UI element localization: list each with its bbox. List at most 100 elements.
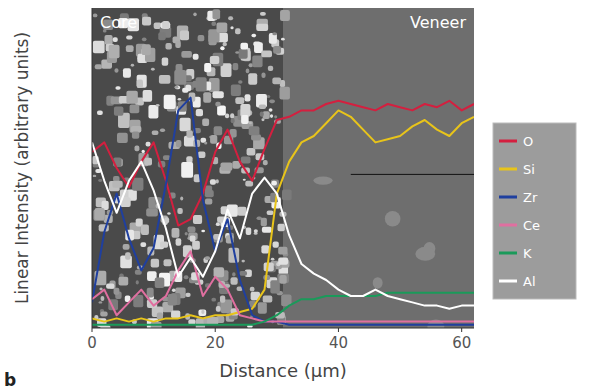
micrograph — [92, 8, 474, 328]
grain — [147, 288, 154, 298]
veneer-region — [92, 8, 474, 328]
particle — [385, 211, 401, 226]
grain — [217, 22, 228, 32]
series-line — [92, 110, 474, 321]
grain — [192, 241, 200, 250]
x-tick-label: 60 — [452, 334, 471, 352]
grain — [259, 105, 266, 109]
grain — [233, 63, 239, 70]
grain — [220, 295, 225, 302]
grain — [269, 100, 275, 104]
grain — [214, 126, 223, 135]
grain — [95, 64, 102, 69]
grain — [258, 302, 267, 313]
grain — [114, 288, 120, 295]
grain — [185, 232, 188, 236]
grain — [232, 272, 235, 276]
grain — [269, 33, 277, 44]
particle — [415, 247, 435, 261]
grain — [260, 12, 266, 16]
grain — [104, 35, 112, 45]
grain — [231, 118, 235, 123]
grain — [240, 43, 248, 50]
legend-swatch — [499, 140, 517, 143]
grain — [204, 63, 211, 72]
grain — [210, 56, 219, 64]
grain — [142, 150, 145, 153]
grain — [182, 88, 188, 93]
grain — [263, 296, 273, 303]
grain — [282, 189, 292, 200]
grain — [220, 46, 224, 50]
grain — [148, 105, 158, 119]
grain — [141, 225, 149, 235]
grain — [271, 258, 275, 261]
grain — [196, 109, 203, 116]
grain — [175, 41, 181, 48]
grain — [176, 238, 182, 245]
grain — [231, 84, 241, 96]
grain — [263, 160, 268, 165]
grain — [130, 105, 140, 114]
x-axis-label: Distance (µm) — [219, 360, 346, 381]
grain — [174, 70, 186, 85]
grain — [279, 275, 286, 284]
grain — [202, 119, 209, 126]
grain — [205, 185, 212, 195]
particle — [373, 277, 383, 288]
grain — [135, 145, 140, 151]
grain — [239, 271, 247, 276]
grain — [142, 17, 151, 26]
legend-label: Al — [523, 274, 536, 289]
grain — [230, 26, 233, 29]
grain — [235, 97, 244, 104]
grain — [93, 14, 98, 18]
grain — [106, 284, 114, 289]
grain — [132, 178, 143, 191]
grain — [181, 51, 192, 58]
grain — [186, 130, 192, 137]
grain — [192, 81, 197, 88]
grain — [217, 106, 226, 116]
grain — [198, 35, 205, 41]
grain — [164, 95, 176, 109]
series-line — [92, 142, 474, 308]
grain — [178, 98, 182, 101]
grain — [201, 230, 205, 233]
grain — [165, 43, 171, 50]
grain — [235, 28, 240, 34]
grain — [248, 73, 257, 85]
grain — [190, 235, 196, 241]
grain — [212, 9, 220, 19]
x-tick — [338, 328, 339, 332]
grain — [273, 46, 281, 54]
grain — [260, 112, 264, 117]
x-tick-label: 20 — [206, 334, 225, 352]
grain — [146, 208, 158, 216]
grain — [193, 215, 202, 224]
grain — [256, 24, 268, 31]
grain — [137, 75, 147, 88]
grain — [279, 87, 289, 100]
grain — [125, 252, 131, 260]
grain — [177, 208, 182, 214]
grain — [97, 110, 103, 115]
lines — [92, 98, 474, 325]
grain — [261, 218, 267, 226]
grain — [271, 181, 277, 186]
grain — [249, 122, 252, 125]
series-line — [92, 101, 474, 226]
grain — [175, 86, 180, 90]
grain — [93, 175, 97, 177]
series-line — [92, 98, 474, 325]
grain — [109, 45, 120, 59]
grain — [167, 212, 170, 215]
grain — [246, 227, 252, 235]
grain — [267, 211, 274, 215]
grain — [232, 161, 240, 169]
legend-box — [493, 123, 576, 299]
grain — [142, 44, 151, 55]
x-tick-label: 40 — [329, 334, 348, 352]
grain — [168, 294, 177, 306]
grain — [205, 198, 212, 204]
